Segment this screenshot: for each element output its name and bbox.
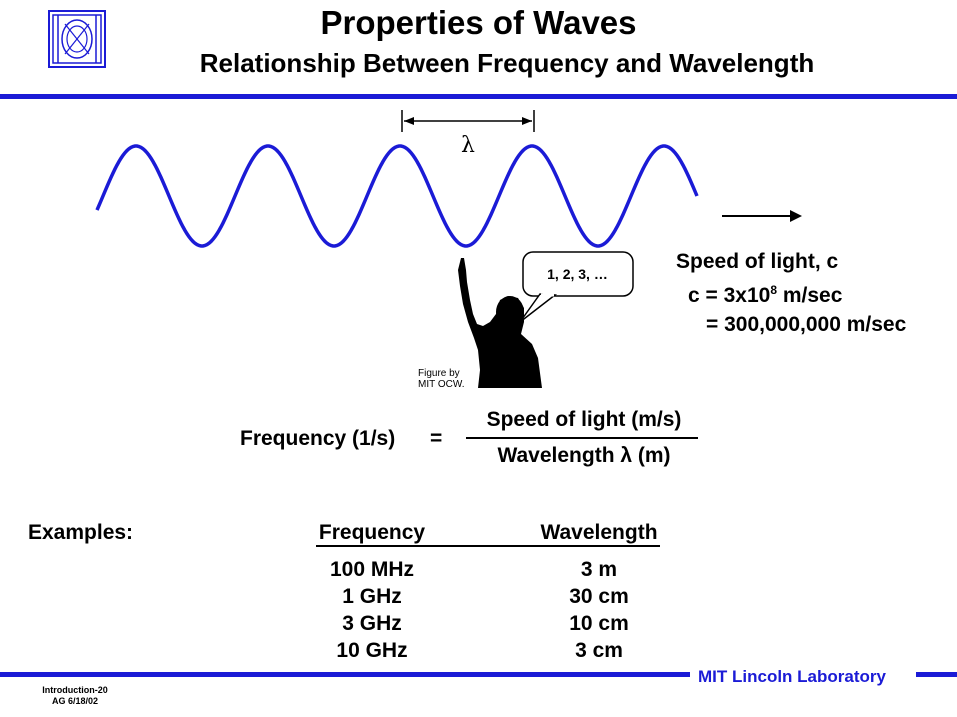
table-header-rule xyxy=(316,545,660,547)
footer-date: AG 6/18/02 xyxy=(51,696,99,706)
sine-wave xyxy=(95,144,699,248)
figure-credit-line1: Figure by xyxy=(418,368,460,379)
speed-exponent: 8 xyxy=(770,283,778,297)
fraction-bar xyxy=(466,437,698,439)
speed-full-value: = 300,000,000 m/sec xyxy=(706,313,907,336)
table-cell-wavelength: 30 cm xyxy=(569,585,629,608)
slide-subtitle: Relationship Between Frequency and Wavel… xyxy=(199,48,815,78)
table-cell-wavelength: 3 cm xyxy=(575,639,623,662)
table-cell-frequency: 3 GHz xyxy=(342,612,402,635)
equation-lhs: Frequency (1/s) xyxy=(240,427,396,450)
speed-unit: m/sec xyxy=(777,284,843,307)
wavelength-marker xyxy=(401,110,535,132)
footer-lab-name: MIT Lincoln Laboratory xyxy=(698,667,886,686)
equation-numerator: Speed of light (m/s) xyxy=(486,408,682,431)
figure-credit-line2: MIT OCW. xyxy=(418,379,465,390)
header-divider xyxy=(0,94,957,99)
propagation-arrow xyxy=(722,210,802,222)
table-cell-wavelength: 3 m xyxy=(580,558,618,581)
speed-value: c = 3x108 m/sec xyxy=(688,283,842,308)
equation-equals: = xyxy=(430,427,443,450)
wave-figure: λ xyxy=(95,110,802,388)
examples-label: Examples: xyxy=(28,521,134,544)
speed-heading: Speed of light, c xyxy=(676,250,839,273)
wavelength-column: 3 m 30 cm 10 cm 3 cm xyxy=(532,556,666,664)
table-cell-frequency: 100 MHz xyxy=(329,558,415,581)
column-header-frequency: Frequency xyxy=(318,521,426,544)
speech-bubble-text: 1, 2, 3, … xyxy=(547,266,608,282)
footer-divider-right xyxy=(916,672,957,677)
table-cell-wavelength: 10 cm xyxy=(569,612,629,635)
lambda-label: λ xyxy=(461,133,475,158)
footer-slide-info: Introduction-20 AG 6/18/02 xyxy=(30,685,120,707)
speed-prefix: c = 3x10 xyxy=(688,284,771,307)
column-header-wavelength: Wavelength xyxy=(540,521,658,544)
figure-credit: Figure by MIT OCW. xyxy=(418,368,464,390)
mit-ll-logo xyxy=(48,10,106,68)
table-cell-frequency: 10 GHz xyxy=(336,639,408,662)
frequency-column: 100 MHz 1 GHz 3 GHz 10 GHz xyxy=(310,556,434,664)
table-cell-frequency: 1 GHz xyxy=(342,585,402,608)
person-silhouette xyxy=(458,258,542,388)
speech-bubble xyxy=(519,251,634,323)
equation-denominator: Wavelength λ (m) xyxy=(497,444,671,467)
footer-divider-left xyxy=(0,672,690,677)
slide-title: Properties of Waves xyxy=(320,4,637,41)
footer-slide-id: Introduction-20 xyxy=(42,685,108,695)
logo-icon xyxy=(48,10,106,68)
